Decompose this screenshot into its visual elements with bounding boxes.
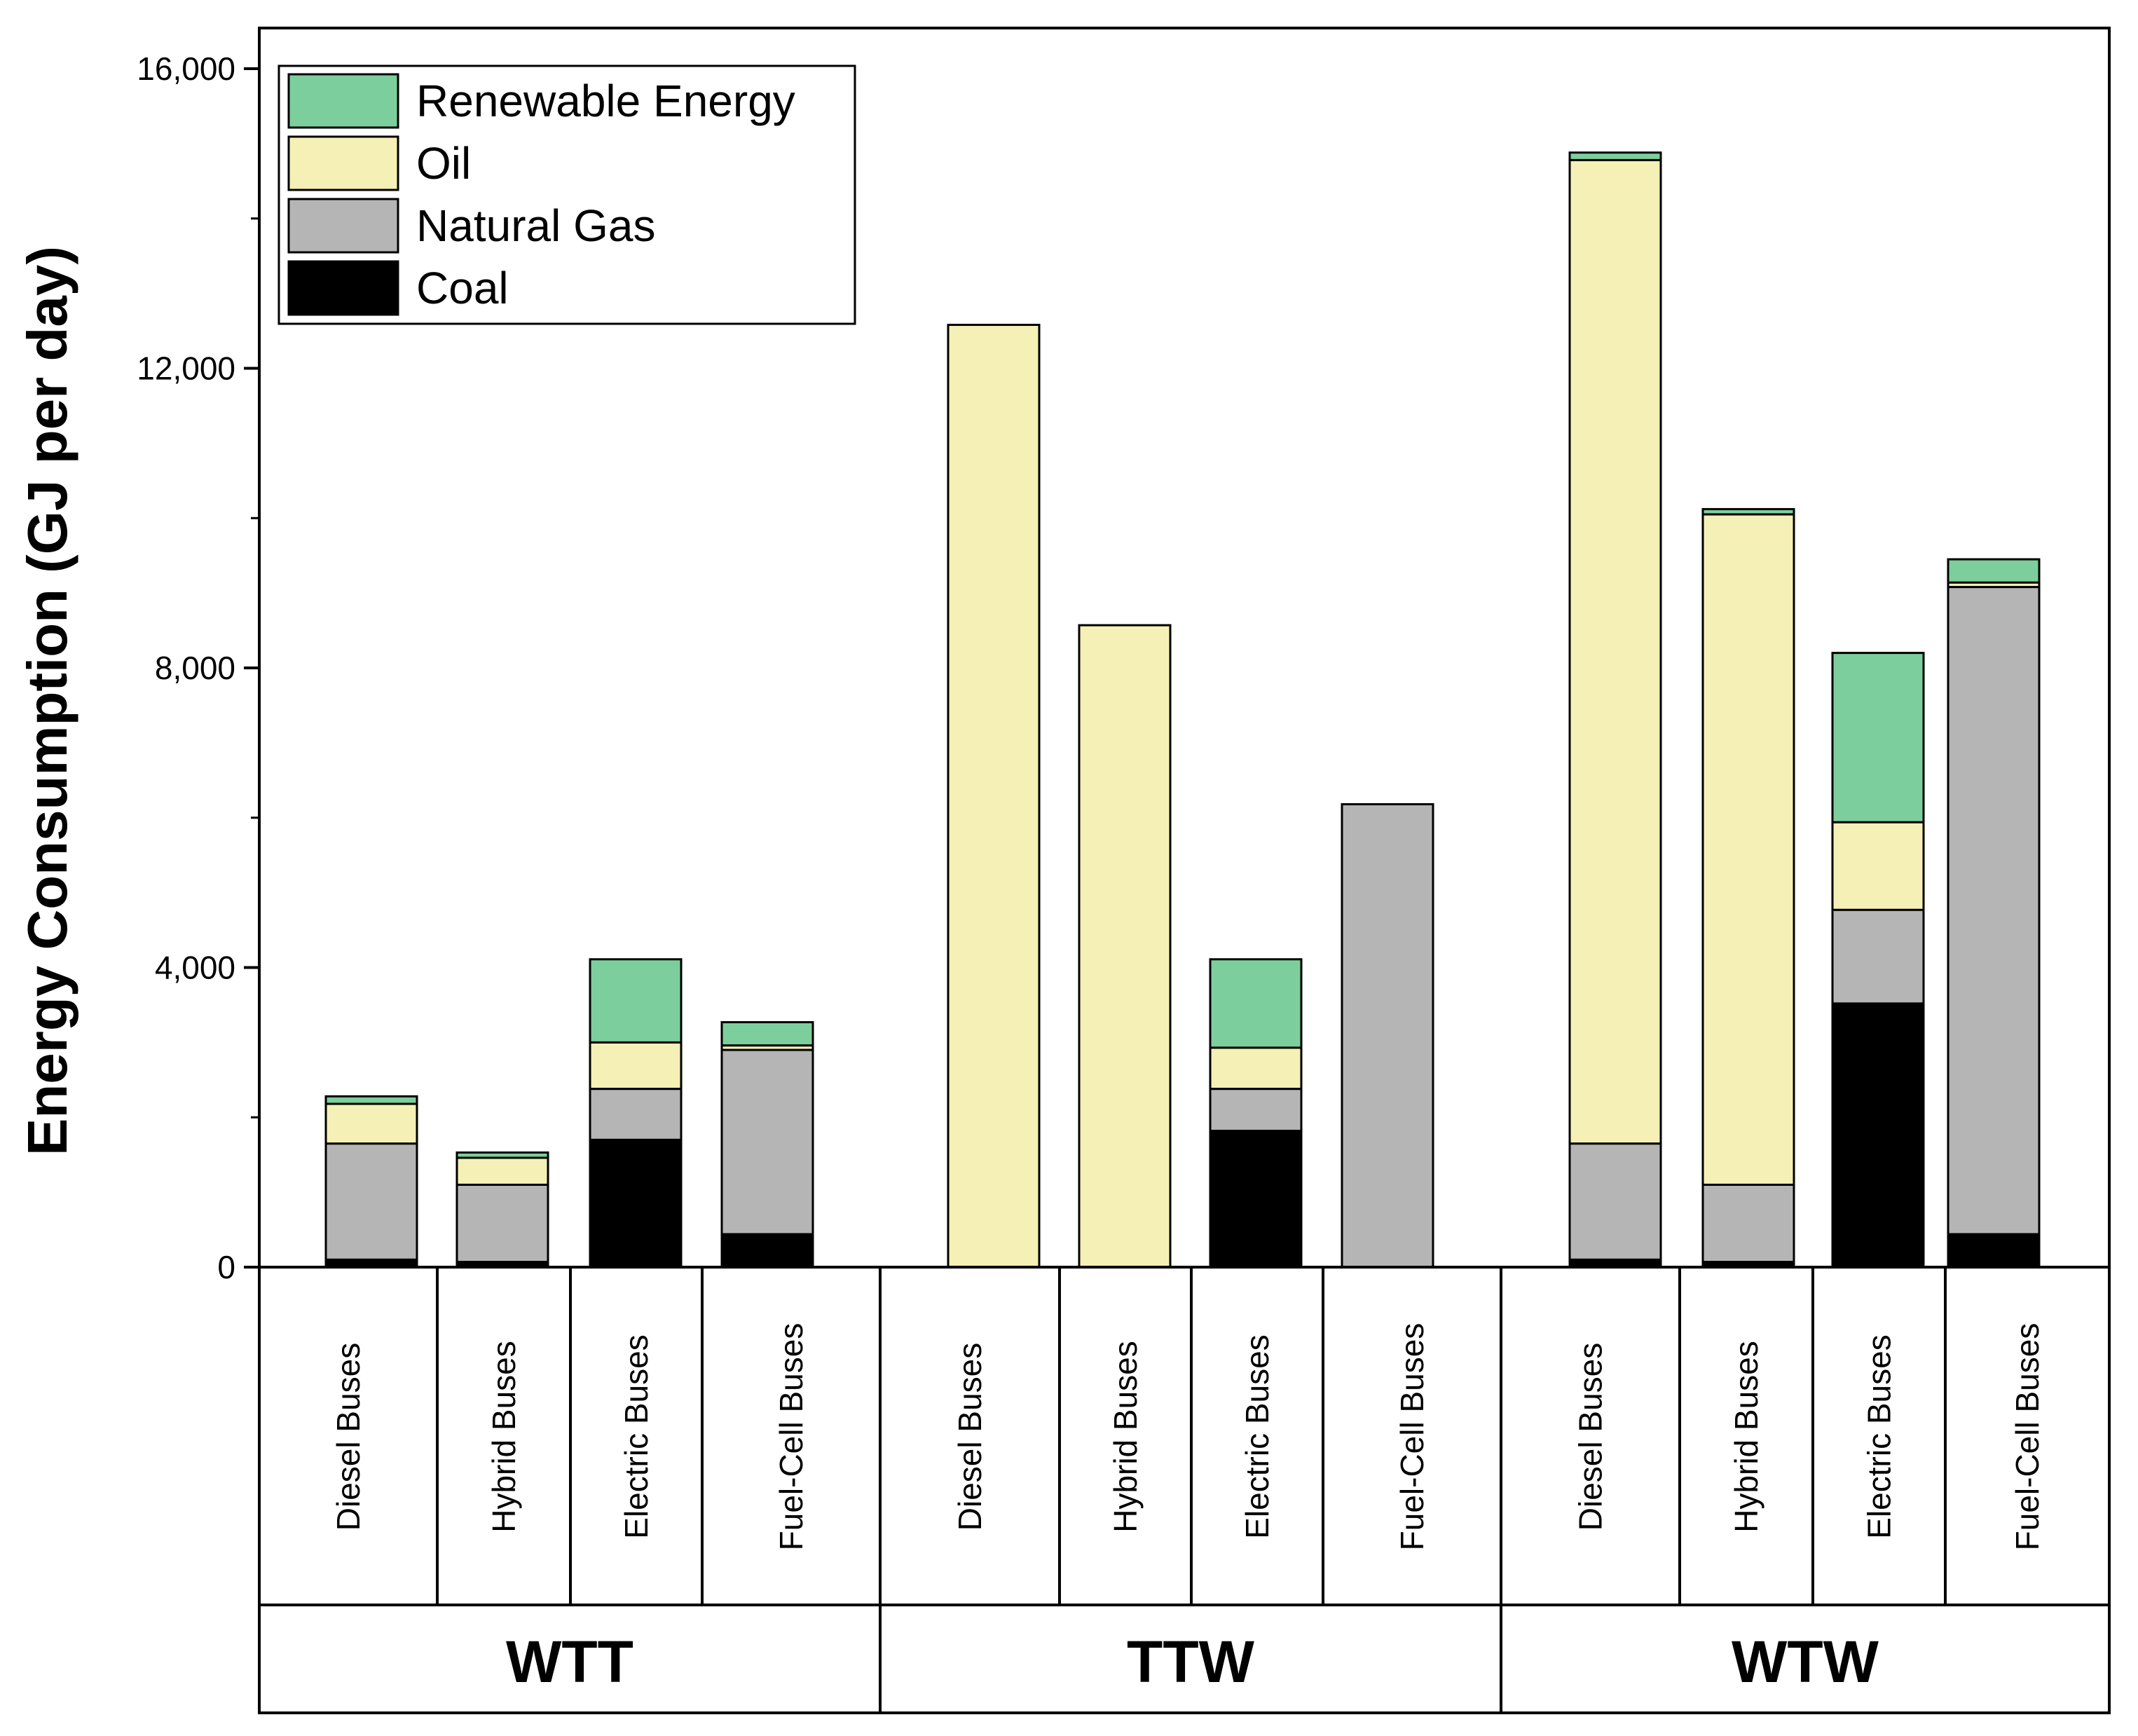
category-label: Diesel Buses: [952, 1343, 988, 1531]
bar-segment-oil: [455, 1156, 549, 1186]
bar-segment-oil: [324, 1102, 418, 1145]
bar-segment-natural-gas: [1209, 1088, 1303, 1132]
bar-segment-natural-gas: [1947, 586, 2041, 1236]
group-label: WTW: [1732, 1629, 1879, 1695]
y-tick-label: 4,000: [155, 950, 235, 986]
bar-segment-renewable-energy: [1568, 151, 1662, 161]
bar-segment-renewable-energy: [1831, 652, 1925, 823]
category-label: Hybrid Buses: [1107, 1341, 1144, 1533]
bar-segment-oil: [1831, 821, 1925, 911]
bar-segment-natural-gas: [1341, 803, 1434, 1269]
table-frame: [258, 1266, 2111, 1714]
bar-segment-natural-gas: [1701, 1183, 1795, 1264]
bar-segment-renewable-energy: [1209, 958, 1303, 1049]
category-label: Diesel Buses: [1572, 1343, 1609, 1531]
bar-segment-coal: [1831, 1002, 1925, 1269]
category-table: WTT Diesel Buses Hybrid Buses Electric Buse…: [258, 1266, 2111, 1714]
bar-segment-oil: [947, 324, 1041, 1269]
bar-segment-coal: [1947, 1233, 2041, 1269]
group-label: TTW: [1127, 1629, 1255, 1695]
legend: Renewable Energy Oil Natural Gas Coal: [277, 64, 856, 325]
bar-segment-natural-gas: [1831, 908, 1925, 1005]
bar-segment-oil: [1078, 624, 1172, 1269]
legend-swatch: [287, 260, 399, 316]
y-tick-label: 12,000: [137, 350, 235, 387]
bar-segment-renewable-energy: [455, 1151, 549, 1159]
legend-label: Oil: [416, 138, 471, 189]
bar-segment-natural-gas: [589, 1088, 683, 1141]
bar-segment-renewable-energy: [720, 1021, 814, 1047]
y-tick-label: 16,000: [137, 50, 235, 87]
bar-segment-coal: [589, 1138, 683, 1269]
category-label: Hybrid Buses: [486, 1341, 522, 1533]
bar-segment-oil: [589, 1041, 683, 1091]
category-label: Fuel-Cell Buses: [1394, 1323, 1430, 1551]
category-label: Electric Buses: [1239, 1334, 1275, 1538]
bars: [324, 151, 2041, 1269]
bar-segment-natural-gas: [324, 1142, 418, 1261]
category-label: Fuel-Cell Buses: [2009, 1323, 2046, 1551]
legend-swatch: [287, 135, 399, 191]
legend-swatch: [287, 198, 399, 254]
bar-segment-renewable-energy: [324, 1095, 418, 1105]
legend-label: Coal: [416, 263, 509, 313]
bar-segment-renewable-energy: [1701, 507, 1795, 516]
category-label: Diesel Buses: [330, 1343, 366, 1531]
bar-segment-natural-gas: [1568, 1142, 1662, 1261]
legend-swatch: [287, 73, 399, 129]
bar-segment-coal: [720, 1233, 814, 1269]
bar-segment-natural-gas: [720, 1048, 814, 1236]
y-tick-label: 0: [217, 1249, 235, 1285]
category-label: Electric Buses: [618, 1334, 655, 1538]
bar-segment-coal: [1209, 1129, 1303, 1269]
legend-label: Renewable Energy: [416, 76, 795, 126]
y-tick-label: 8,000: [155, 650, 235, 686]
group-label: WTT: [506, 1629, 633, 1695]
bar-segment-renewable-energy: [1947, 558, 2041, 584]
bar-segment-oil: [1209, 1046, 1303, 1091]
legend-label: Natural Gas: [416, 200, 655, 251]
y-axis-label: Energy Consumption (GJ per day): [16, 246, 78, 1156]
bar-segment-natural-gas: [455, 1183, 549, 1264]
bar-segment-renewable-energy: [589, 958, 683, 1044]
category-label: Electric Buses: [1861, 1334, 1898, 1538]
bar-segment-oil: [1701, 513, 1795, 1186]
bar-segment-oil: [1568, 158, 1662, 1145]
category-label: Hybrid Buses: [1728, 1341, 1764, 1533]
category-label: Fuel-Cell Buses: [773, 1323, 809, 1551]
